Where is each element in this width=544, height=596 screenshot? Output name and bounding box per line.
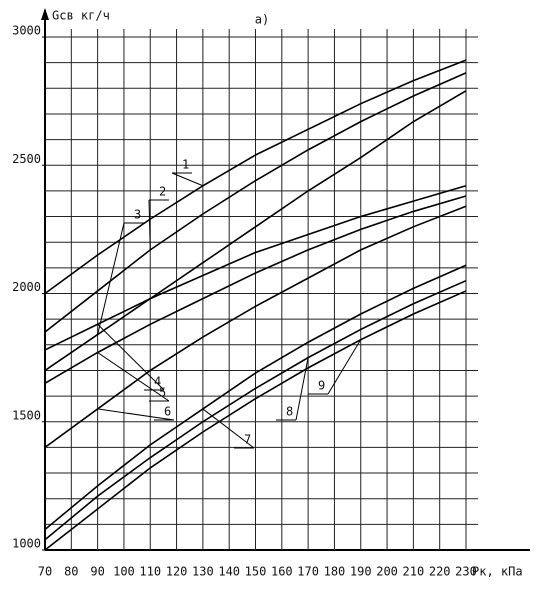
x-tick-label: 210 — [403, 565, 425, 579]
data-line — [44, 264, 467, 531]
x-tick-label: 200 — [376, 565, 398, 579]
series-label: 9 — [318, 379, 325, 393]
x-tick-label: 90 — [90, 565, 104, 579]
leader-line — [97, 408, 175, 421]
y-tick-label: 3000 — [12, 24, 41, 38]
data-line — [44, 279, 467, 541]
leader-line — [327, 339, 362, 395]
series-label: 5 — [159, 386, 166, 400]
x-axis-label: Pк, кПа — [472, 565, 523, 579]
series-label: 6 — [164, 405, 171, 419]
series-label: 7 — [244, 433, 251, 447]
x-tick-label: 110 — [139, 565, 161, 579]
y-tick-label: 1500 — [12, 408, 41, 422]
y-tick-label: 2500 — [12, 152, 41, 166]
data-line — [44, 90, 467, 372]
data-line — [44, 185, 467, 351]
data-line — [44, 72, 467, 333]
series-label: 4 — [154, 375, 161, 389]
data-line — [44, 59, 467, 295]
y-tick-label: 2000 — [12, 280, 41, 294]
data-line — [44, 195, 467, 384]
x-tick-label: 100 — [113, 565, 135, 579]
y-axis-arrow — [41, 8, 49, 20]
x-tick-label: 160 — [271, 565, 293, 579]
x-tick-label: 80 — [64, 565, 78, 579]
y-axis-label: Gсв кг/ч — [52, 9, 110, 23]
leader-line — [171, 172, 204, 187]
x-tick-label: 120 — [166, 565, 188, 579]
x-tick-label: 190 — [350, 565, 372, 579]
x-tick-label: 220 — [429, 565, 451, 579]
series-label: 2 — [159, 185, 166, 199]
leader-line — [148, 199, 151, 250]
x-tick-label: 150 — [245, 565, 267, 579]
y-tick-label: 1000 — [12, 537, 41, 551]
x-tick-label: 140 — [218, 565, 240, 579]
leader-line — [97, 323, 165, 391]
series-label: 3 — [134, 208, 141, 222]
x-tick-label: 70 — [38, 565, 52, 579]
leader-line — [97, 222, 125, 335]
series-label: 8 — [286, 405, 293, 419]
x-tick-label: 170 — [297, 565, 319, 579]
leader-line — [295, 357, 309, 421]
x-tick-label: 230 — [455, 565, 477, 579]
data-line — [44, 290, 467, 551]
leader-line — [97, 352, 170, 402]
chart-title: а) — [255, 13, 269, 27]
x-tick-label: 180 — [324, 565, 346, 579]
data-line — [44, 205, 467, 449]
series-label: 1 — [182, 158, 189, 172]
x-tick-label: 130 — [192, 565, 214, 579]
